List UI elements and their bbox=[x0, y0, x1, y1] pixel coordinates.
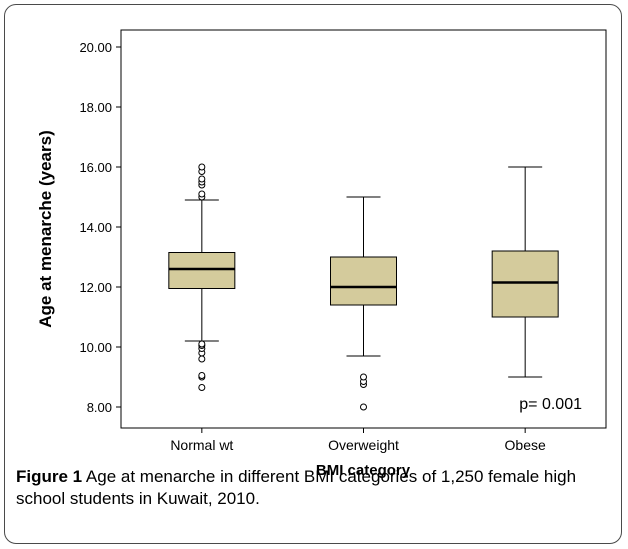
outlier-point bbox=[198, 340, 206, 348]
boxes bbox=[168, 163, 559, 411]
outlier-point bbox=[198, 372, 206, 379]
y-axis: 8.00 10.00 12.00 14.00 16.00 18.00 20.00 bbox=[79, 40, 121, 415]
y-tick-label: 18.00 bbox=[79, 100, 112, 115]
outlier-point bbox=[360, 403, 367, 411]
y-axis-label: Age at menarche (years) bbox=[36, 130, 55, 327]
outlier-point bbox=[198, 384, 206, 391]
x-tick-label: Obese bbox=[505, 437, 546, 453]
y-tick-label: 12.00 bbox=[79, 280, 112, 295]
caption-text: Age at menarche in different BMI categor… bbox=[16, 467, 577, 508]
outlier-point bbox=[198, 175, 206, 183]
y-tick-label: 10.00 bbox=[79, 340, 112, 355]
p-value-annotation: p= 0.001 bbox=[519, 396, 582, 413]
iqr-box bbox=[491, 250, 559, 318]
x-axis: Normal wt Overweight Obese bbox=[170, 428, 546, 453]
y-tick-label: 16.00 bbox=[79, 160, 112, 175]
x-axis-label: BMI category bbox=[316, 462, 411, 479]
iqr-box bbox=[330, 256, 397, 306]
box-group bbox=[330, 196, 397, 411]
y-tick-label: 8.00 bbox=[87, 400, 112, 415]
box-group bbox=[168, 163, 236, 391]
outlier-point bbox=[360, 373, 367, 381]
x-tick-label: Overweight bbox=[328, 437, 399, 453]
caption-label: Figure 1 bbox=[16, 467, 83, 486]
figure-caption: Figure 1 Age at menarche in different BM… bbox=[16, 466, 616, 510]
iqr-box bbox=[168, 252, 236, 289]
y-tick-label: 14.00 bbox=[79, 220, 112, 235]
box-group bbox=[491, 166, 559, 378]
x-tick-label: Normal wt bbox=[170, 437, 233, 453]
outlier-point bbox=[198, 355, 206, 363]
outlier-point bbox=[198, 190, 206, 198]
outlier-point bbox=[198, 163, 206, 171]
y-tick-label: 20.00 bbox=[79, 40, 112, 55]
